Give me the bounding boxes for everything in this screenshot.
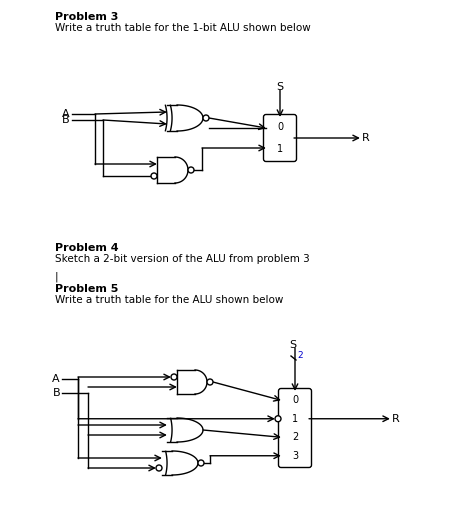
Text: Problem 5: Problem 5 (55, 284, 118, 294)
Text: |: | (55, 272, 59, 282)
Text: 0: 0 (292, 395, 298, 405)
Text: 2: 2 (292, 432, 298, 442)
Circle shape (198, 460, 204, 466)
Text: Problem 4: Problem 4 (55, 243, 118, 253)
Text: R: R (362, 133, 370, 143)
Text: B: B (52, 388, 60, 398)
Text: S: S (276, 82, 283, 92)
Text: Write a truth table for the 1-bit ALU shown below: Write a truth table for the 1-bit ALU sh… (55, 23, 311, 33)
Text: 3: 3 (292, 451, 298, 461)
Circle shape (275, 416, 281, 422)
Text: R: R (392, 414, 400, 424)
Text: 0: 0 (277, 122, 283, 132)
Circle shape (203, 115, 209, 121)
Circle shape (171, 374, 177, 380)
Text: Problem 3: Problem 3 (55, 12, 118, 22)
Text: Write a truth table for the ALU shown below: Write a truth table for the ALU shown be… (55, 295, 283, 305)
Circle shape (207, 379, 213, 385)
FancyBboxPatch shape (279, 389, 311, 468)
Text: A: A (52, 374, 60, 384)
Circle shape (151, 173, 157, 179)
Text: 1: 1 (292, 414, 298, 424)
Circle shape (188, 167, 194, 173)
Text: 1: 1 (277, 143, 283, 153)
Text: B: B (63, 115, 70, 125)
Text: 2: 2 (297, 350, 302, 359)
Text: A: A (63, 109, 70, 119)
Text: S: S (290, 340, 297, 350)
Circle shape (156, 465, 162, 471)
FancyBboxPatch shape (264, 115, 297, 162)
Text: Sketch a 2-bit version of the ALU from problem 3: Sketch a 2-bit version of the ALU from p… (55, 254, 310, 264)
